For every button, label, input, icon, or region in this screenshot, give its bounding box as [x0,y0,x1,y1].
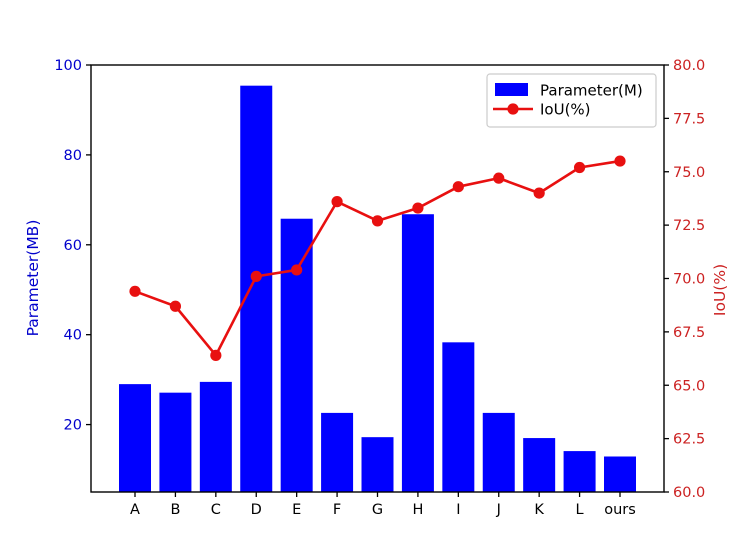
left-tick-label: 100 [54,58,82,74]
bar-J [482,412,515,492]
right-axis-title: IoU(%) [711,264,729,316]
bar-F [321,412,354,492]
iou-marker-E [291,264,303,276]
right-tick-label: 70.0 [673,272,705,288]
x-tick-label-F: F [333,502,341,518]
bar-A [119,384,151,492]
x-tick-label-E: E [292,502,301,518]
bar-G [361,437,394,492]
bar-H [401,214,434,492]
right-tick-label: 60.0 [673,485,705,501]
right-tick-label: 67.5 [673,325,705,341]
x-tick-label-L: L [576,502,584,518]
right-tick-label: 77.5 [673,111,705,127]
right-tick-label: 72.5 [673,218,705,234]
legend-label-parameter: Parameter(M) [540,82,643,100]
x-tick-label-H: H [412,502,423,518]
bar-K [523,438,556,492]
left-tick-label: 40 [64,328,82,344]
legend-bar-swatch [495,83,528,96]
x-tick-label-G: G [372,502,383,518]
iou-marker-B [169,300,182,312]
bar-E [280,218,313,492]
x-tick-label-C: C [211,502,221,518]
right-tick-label: 62.5 [673,432,705,448]
iou-marker-G [371,215,384,227]
bar-ours [604,456,636,492]
legend-box [486,73,657,128]
right-tick-label: 80.0 [673,58,705,74]
bar-D [240,85,273,493]
bar-C [199,381,232,492]
iou-marker-D [250,270,262,282]
left-tick-label: 60 [64,238,82,254]
bar-B [159,392,192,492]
x-tick-label-A: A [130,502,140,518]
iou-marker-H [412,202,424,214]
bar-L [563,451,596,492]
iou-marker-C [210,349,222,361]
x-tick-label-ours: ours [604,502,636,518]
iou-marker-K [533,187,545,199]
x-tick-label-J: J [496,502,501,518]
x-tick-label-D: D [251,502,262,518]
iou-marker-L [573,161,586,174]
iou-marker-F [331,196,343,208]
left-axis-title: Parameter(MB) [24,220,42,337]
left-tick-label: 80 [64,148,82,164]
right-tick-label: 75.0 [673,165,705,181]
iou-marker-I [452,181,464,193]
iou-marker-J [493,172,505,184]
x-tick-label-K: K [534,502,544,518]
x-tick-label-B: B [170,502,180,518]
iou-marker-A [129,285,141,297]
right-tick-label: 65.0 [673,378,705,394]
left-tick-label: 20 [64,418,82,434]
legend-label-iou: IoU(%) [540,101,591,119]
bar-I [442,342,475,492]
x-tick-label-I: I [456,502,460,518]
iou-marker-ours [614,155,626,167]
legend-line-marker [507,103,519,115]
